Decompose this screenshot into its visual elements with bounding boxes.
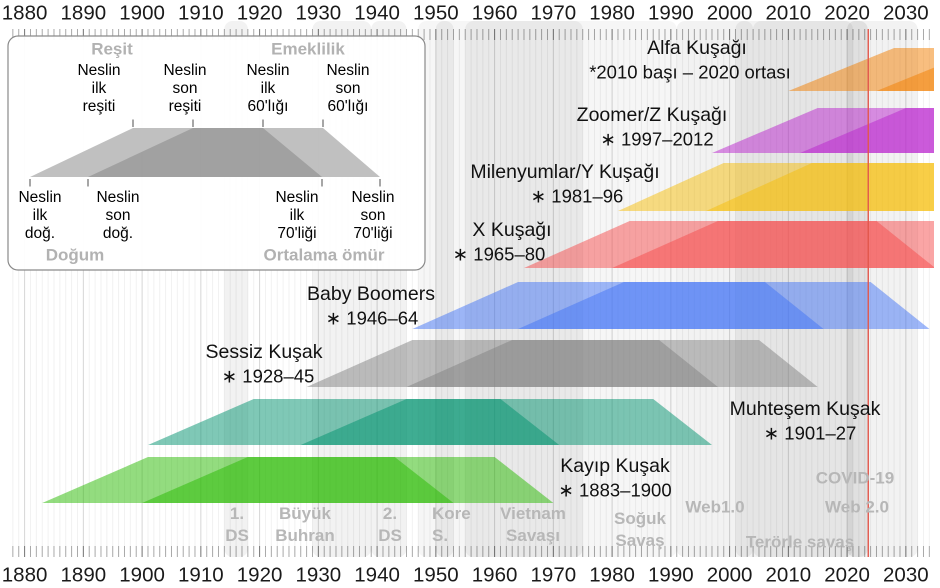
bottom-axis-year-label: 2030 xyxy=(883,564,929,587)
top-axis-year-label: 1900 xyxy=(119,2,165,25)
legend-trapezoid-last xyxy=(88,128,380,177)
top-axis-year-label: 1960 xyxy=(472,2,518,25)
top-axis-year-label: 1920 xyxy=(237,2,283,25)
bottom-axis-year-label: 2020 xyxy=(824,564,870,587)
bottom-axis-year-label: 1970 xyxy=(531,564,577,587)
legend-header-emeklilik: Emeklilik xyxy=(271,40,345,59)
generation-shape-alfa-last xyxy=(876,67,934,91)
event-label-web1: Web1.0 xyxy=(685,498,744,517)
event-label-depression: Büyük Buhran xyxy=(275,504,335,545)
top-axis-year-label: 1910 xyxy=(178,2,224,25)
generation-shape-boomers-last xyxy=(518,282,930,329)
generation-name-zoomer: Zoomer/Z Kuşağı xyxy=(577,104,728,126)
top-axis-year-label: 2030 xyxy=(883,2,929,25)
bottom-axis-year-label: 1910 xyxy=(178,564,224,587)
generation-shape-zoomer-last xyxy=(800,108,934,153)
legend-layer: Reşit Emeklilik Doğum Ortalama ömür Neslin il… xyxy=(7,35,426,271)
event-label-vietnam: Vietnam Savaşı xyxy=(500,504,566,545)
legend-label-son-70: Neslin son 70'liği xyxy=(351,189,394,242)
generation-labels-layer: Alfa Kuşağı *2010 başı – 2020 ortası Zoome… xyxy=(205,37,880,501)
top-axis-year-label: 1880 xyxy=(2,2,48,25)
generation-shape-kayip-last xyxy=(142,457,554,503)
bottom-axis-year-label: 1900 xyxy=(119,564,165,587)
top-axis-year-label: 2010 xyxy=(766,2,812,25)
bottom-axis-year-label: 1920 xyxy=(237,564,283,587)
legend-label-ilk-60: Neslin ilk 60'lığı xyxy=(246,62,289,115)
axis-ticks-layer xyxy=(12,29,930,557)
bottom-axis-year-label: 1950 xyxy=(413,564,459,587)
event-label-korea: Kore S. xyxy=(432,504,471,545)
top-axis-year-label: 1970 xyxy=(531,2,577,25)
generation-shape-alfa-first xyxy=(788,48,934,91)
generation-years-muhtesem: ∗ 1901–27 xyxy=(764,423,857,444)
generation-years-alfa: *2010 başı – 2020 ortası xyxy=(589,62,791,83)
generation-shapes-layer xyxy=(42,48,934,503)
generation-shape-muhtesem-last xyxy=(300,399,712,445)
generation-name-milenyum: Milenyumlar/Y Kuşağı xyxy=(470,161,659,183)
generation-name-boomers: Baby Boomers xyxy=(307,283,435,305)
event-label-ww1: 1. DS xyxy=(225,504,249,545)
bottom-axis-year-label: 1990 xyxy=(648,564,694,587)
legend-label-ilk-70: Neslin ilk 70'liği xyxy=(275,189,318,242)
event-label-coldwar: Soğuk Savaş xyxy=(614,509,666,550)
generation-shape-x-last xyxy=(612,221,934,268)
generation-name-sessiz: Sessiz Kuşak xyxy=(205,341,322,363)
generation-name-kayip: Kayıp Kuşak xyxy=(560,455,670,477)
generation-name-alfa: Alfa Kuşağı xyxy=(647,37,747,59)
bottom-axis-year-label: 1960 xyxy=(472,564,518,587)
generation-shape-milenyum-last xyxy=(706,163,934,211)
top-axis-year-label: 1940 xyxy=(354,2,400,25)
legend-header-resit: Reşit xyxy=(91,40,133,59)
legend-label-son-resiti: Neslin son reşiti xyxy=(163,62,206,115)
legend-label-son-60: Neslin son 60'lığı xyxy=(326,62,369,115)
top-axis-year-label: 2000 xyxy=(707,2,753,25)
bottom-axis-year-label: 1980 xyxy=(589,564,635,587)
bottom-axis-year-label: 2010 xyxy=(766,564,812,587)
top-axis-year-label: 1990 xyxy=(648,2,694,25)
generation-years-kayip: ∗ 1883–1900 xyxy=(558,480,671,501)
generation-years-milenyum: ∗ 1981–96 xyxy=(531,186,624,207)
top-axis-year-label: 1950 xyxy=(413,2,459,25)
event-labels-layer: 1. DS Büyük Buhran 2. DS Kore S. Vietnam Savaşı So… xyxy=(225,469,894,552)
legend-label-ilk-dog: Neslin ilk doğ. xyxy=(18,189,61,242)
event-label-ww2: 2. DS xyxy=(378,504,402,545)
top-axis-year-label: 1980 xyxy=(589,2,635,25)
generation-name-x: X Kuşağı xyxy=(472,219,551,241)
legend-header-omur: Ortalama ömür xyxy=(264,246,385,265)
top-axis-year-label: 1890 xyxy=(61,2,107,25)
bottom-axis-year-label: 1940 xyxy=(354,564,400,587)
generation-years-boomers: ∗ 1946–64 xyxy=(326,308,419,329)
event-label-terror: Terörle savaş xyxy=(746,533,854,552)
generation-name-muhtesem: Muhteşem Kuşak xyxy=(730,398,881,420)
generation-years-x: ∗ 1965–80 xyxy=(453,244,546,265)
generation-years-zoomer: ∗ 1997–2012 xyxy=(600,129,713,150)
legend-label-son-dog: Neslin son doğ. xyxy=(96,189,139,242)
bottom-axis-year-label: 1930 xyxy=(296,564,342,587)
legend-header-dogum: Doğum xyxy=(46,246,105,265)
event-label-web2: Web 2.0 xyxy=(825,498,889,517)
legend-label-ilk-resiti: Neslin ilk reşiti xyxy=(77,62,120,115)
generation-shape-sessiz-last xyxy=(406,340,818,387)
bottom-axis-year-label: 1890 xyxy=(61,564,107,587)
generation-years-sessiz: ∗ 1928–45 xyxy=(222,366,315,387)
event-label-covid: COVID-19 xyxy=(816,469,894,488)
top-axis-year-label: 1930 xyxy=(296,2,342,25)
bottom-axis-year-label: 1880 xyxy=(2,564,48,587)
bottom-axis-year-label: 2000 xyxy=(707,564,753,587)
top-axis-year-label: 2020 xyxy=(824,2,870,25)
